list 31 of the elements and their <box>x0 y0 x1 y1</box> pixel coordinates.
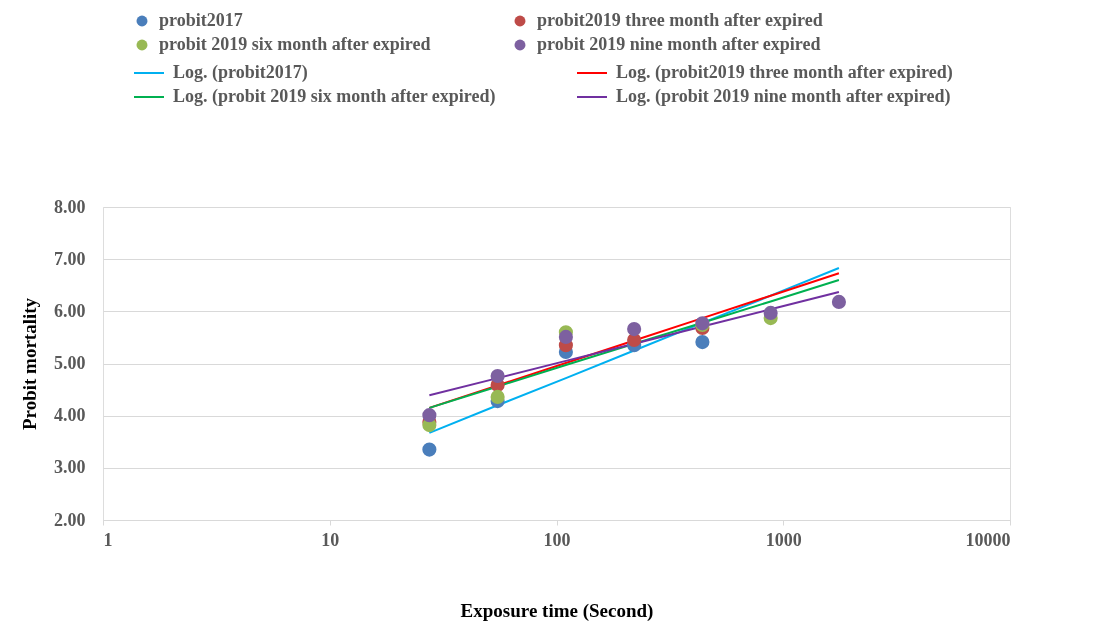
x-tick-label: 100 <box>543 529 571 550</box>
point <box>558 329 573 344</box>
y-tick-label: 3.00 <box>54 457 86 478</box>
point <box>422 408 437 423</box>
point <box>627 322 642 337</box>
legend-label: Log. (probit 2019 six month after expired) <box>173 86 496 107</box>
y-tick-label: 8.00 <box>54 196 86 217</box>
y-tick-label: 2.00 <box>54 509 86 530</box>
point <box>695 335 710 350</box>
x-tick-label: 1000 <box>765 529 802 550</box>
legend-label: probit2019 three month after expired <box>537 10 823 30</box>
x-tick-label: 10 <box>321 529 340 550</box>
point <box>490 389 505 404</box>
legend-label: Log. (probit2019 three month after expired) <box>616 62 953 83</box>
legend-label: Log. (probit2017) <box>173 62 308 83</box>
legend-label: Log. (probit 2019 nine month after expired) <box>616 86 951 107</box>
point <box>490 368 505 384</box>
legend-label: probit 2019 nine month after expired <box>537 34 821 54</box>
legend-label: probit 2019 six month after expired <box>159 34 431 54</box>
y-tick-label: 4.00 <box>54 405 86 426</box>
point <box>831 294 846 309</box>
point <box>763 305 778 320</box>
point <box>422 442 437 457</box>
x-tick-label: 10000 <box>965 529 1011 550</box>
legend-label: probit2017 <box>159 10 243 30</box>
y-tick-label: 7.00 <box>54 248 86 269</box>
y-axis-title: Probit mortality <box>19 297 40 431</box>
x-tick-label: 1 <box>103 529 113 550</box>
x-axis-title: Exposure time (Second) <box>460 599 654 622</box>
y-tick-label: 5.00 <box>54 353 86 373</box>
y-tick-label: 6.00 <box>54 300 86 321</box>
